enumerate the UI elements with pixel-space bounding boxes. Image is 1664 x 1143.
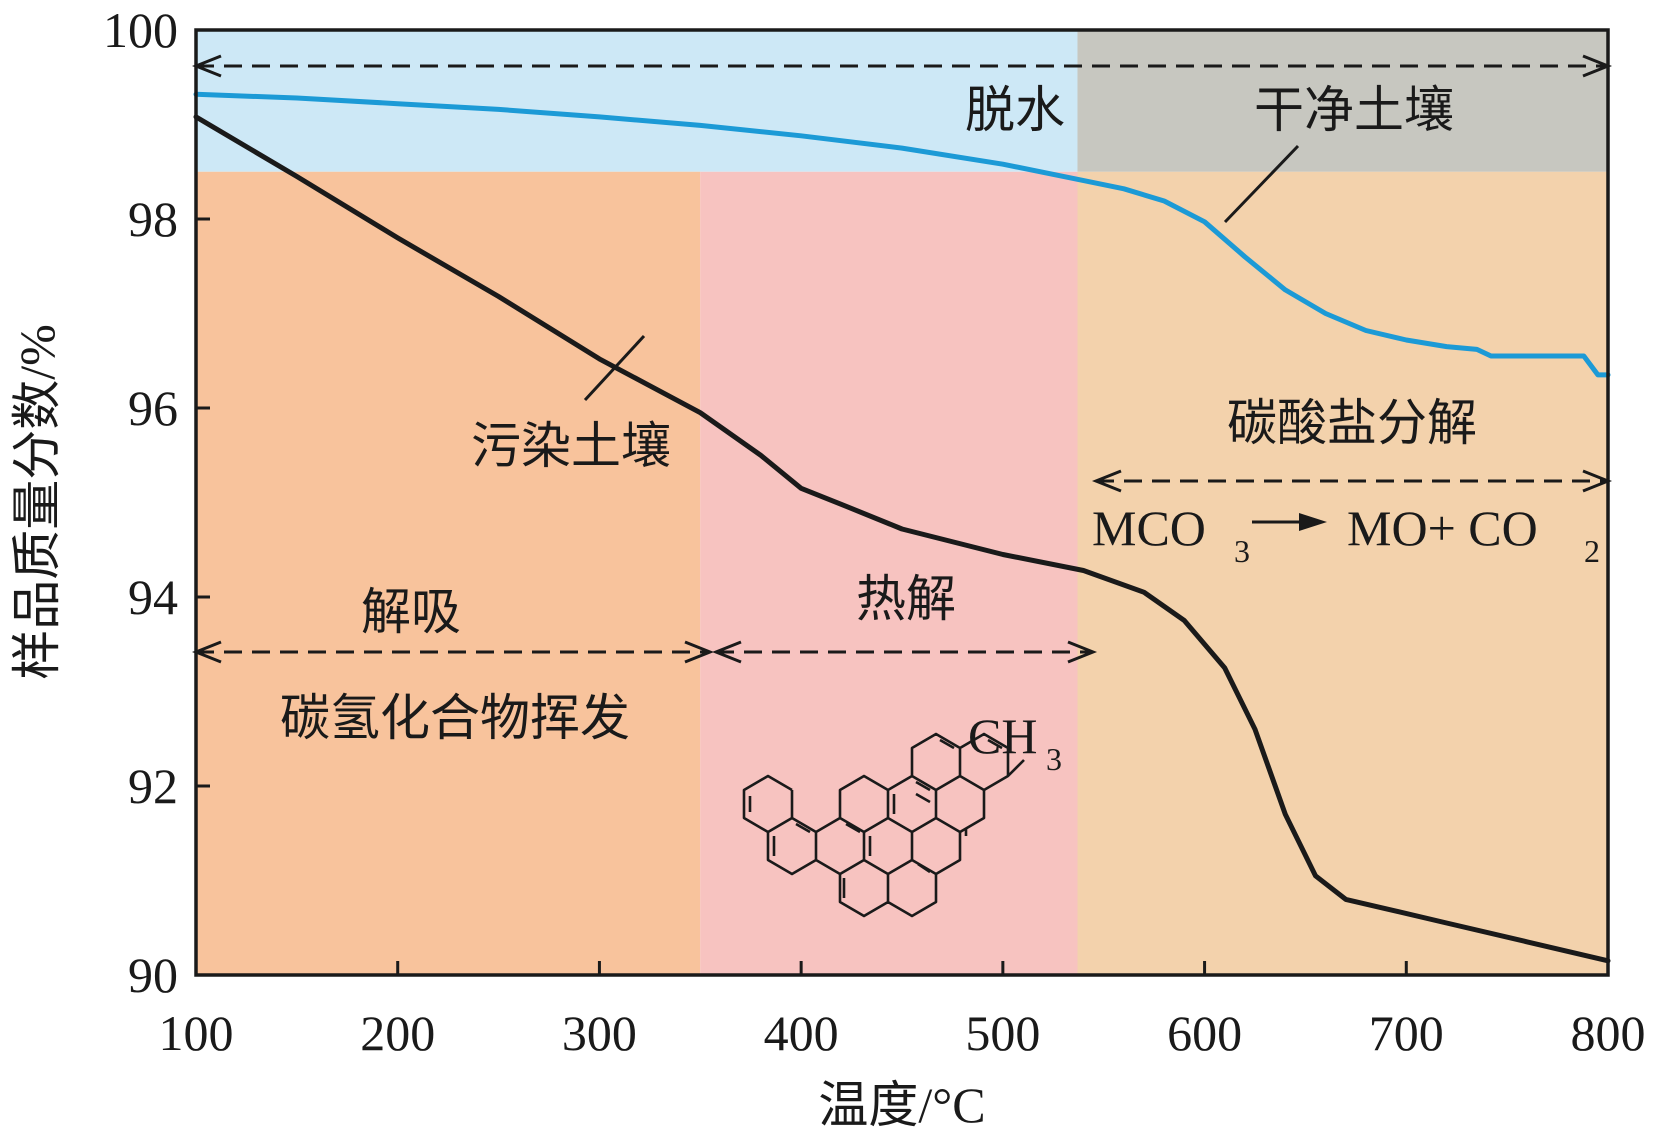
clean-soil-label: 干净土壤 (1254, 82, 1454, 138)
background-regions (196, 30, 1608, 975)
dehydration-label: 脱水 (965, 82, 1065, 138)
y-tick-label: 92 (128, 758, 178, 814)
methyl-pah-molecule: CH 3 (742, 708, 1062, 918)
carbonate-arrowhead-left (1091, 469, 1122, 493)
pyrolysis-arrowhead-left (711, 640, 742, 664)
y-axis-title: 样品质量分数/% (9, 324, 65, 680)
reaction-equation: MCO 3 MO+ CO 2 (1092, 500, 1600, 569)
methyl-group-subscript: 3 (1046, 741, 1062, 777)
pyrolysis-label: 热解 (856, 571, 956, 627)
clean-soil-line (193, 91, 1611, 378)
x-tick-label: 400 (764, 1005, 839, 1061)
plot-frame (194, 28, 1610, 977)
molecule-inner-bonds (748, 738, 1003, 898)
y-tick-label: 94 (128, 569, 178, 625)
x-tick-label: 200 (360, 1005, 435, 1061)
carbonate-decomposition-label: 碳酸盐分解 (1227, 395, 1477, 451)
x-axis-title: 温度/°C (818, 1077, 985, 1133)
pyrolysis-arrowhead-right (1067, 640, 1098, 664)
x-tick-label: 800 (1571, 1005, 1646, 1061)
region-2 (196, 171, 701, 975)
reaction-products-subscript: 2 (1584, 533, 1600, 569)
x-tick-label: 100 (159, 1005, 234, 1061)
methyl-group-label: CH (968, 708, 1037, 764)
molecule-rings (742, 732, 1025, 918)
y-tick-label: 100 (103, 2, 178, 58)
range-arrows (191, 54, 1613, 664)
contaminated-soil-label: 污染土壤 (471, 418, 671, 474)
reaction-products: MO+ CO (1347, 500, 1538, 556)
reaction-reactant-subscript: 3 (1234, 533, 1250, 569)
contaminated-soil-line (193, 114, 1611, 964)
x-tick-label: 500 (965, 1005, 1040, 1061)
clean-soil-leader-line (1223, 144, 1300, 224)
region-3 (700, 171, 1078, 975)
y-tick-label: 98 (128, 191, 178, 247)
desorption-arrowhead-right (684, 640, 715, 664)
desorption-label: 解吸 (361, 584, 461, 640)
reaction-reactant: MCO (1092, 500, 1206, 556)
y-axis-ticks: 90 92 94 96 98 100 (103, 2, 210, 1003)
hydrocarbon-volatilization-label: 碳氢化合物挥发 (280, 690, 630, 746)
x-tick-label: 700 (1369, 1005, 1444, 1061)
y-tick-label: 90 (128, 947, 178, 1003)
region-4 (1077, 171, 1608, 975)
contaminated-soil-leader-line (583, 334, 646, 402)
reaction-arrow-head (1299, 513, 1327, 531)
x-axis-ticks: 100 200 300 400 500 600 700 800 (159, 961, 1646, 1061)
series-lines (193, 91, 1611, 964)
region-1 (1077, 30, 1608, 172)
x-tick-label: 300 (562, 1005, 637, 1061)
x-tick-label: 600 (1167, 1005, 1242, 1061)
y-tick-label: 96 (128, 380, 178, 436)
